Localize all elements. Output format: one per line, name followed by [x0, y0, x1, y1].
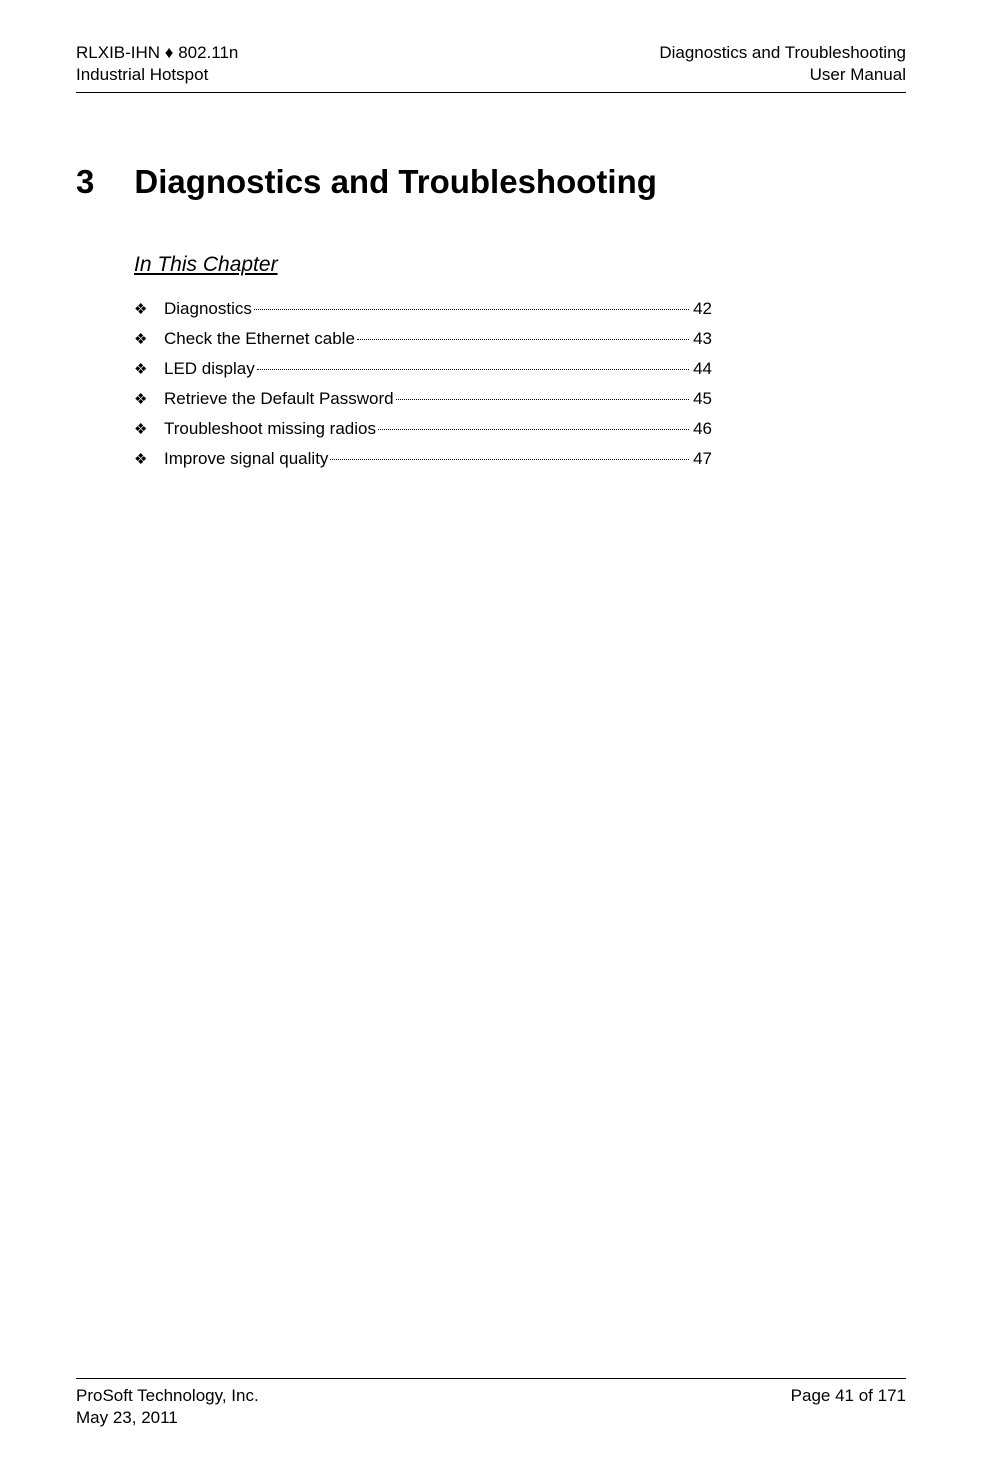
- header-right: Diagnostics and Troubleshooting User Man…: [659, 42, 906, 86]
- header-left-line1: RLXIB-IHN ♦ 802.11n: [76, 42, 238, 64]
- footer-row: ProSoft Technology, Inc. May 23, 2011 Pa…: [76, 1385, 906, 1429]
- toc-page: 46: [693, 419, 712, 439]
- header-divider: [76, 92, 906, 93]
- toc-page: 45: [693, 389, 712, 409]
- toc-label: Diagnostics: [164, 299, 252, 319]
- footer-divider: [76, 1378, 906, 1379]
- footer-left-line1: ProSoft Technology, Inc.: [76, 1385, 259, 1407]
- toc-item: ❖ Troubleshoot missing radios 46: [134, 419, 712, 439]
- header-right-line2: User Manual: [659, 64, 906, 86]
- toc-item: ❖ Diagnostics 42: [134, 299, 712, 319]
- footer-right: Page 41 of 171: [791, 1385, 906, 1429]
- bullet-icon: ❖: [134, 330, 164, 348]
- footer-left: ProSoft Technology, Inc. May 23, 2011: [76, 1385, 259, 1429]
- bullet-icon: ❖: [134, 300, 164, 318]
- header-left: RLXIB-IHN ♦ 802.11n Industrial Hotspot: [76, 42, 238, 86]
- in-this-chapter-heading: In This Chapter: [134, 253, 906, 277]
- bullet-icon: ❖: [134, 390, 164, 408]
- toc-item: ❖ Check the Ethernet cable 43: [134, 329, 712, 349]
- toc-page: 44: [693, 359, 712, 379]
- toc-page: 43: [693, 329, 712, 349]
- bullet-icon: ❖: [134, 360, 164, 378]
- toc-item: ❖ LED display 44: [134, 359, 712, 379]
- chapter-title: Diagnostics and Troubleshooting: [134, 163, 657, 200]
- toc-dots: [257, 368, 689, 370]
- toc-page: 42: [693, 299, 712, 319]
- toc-dots: [396, 398, 689, 400]
- toc-list: ❖ Diagnostics 42 ❖ Check the Ethernet ca…: [134, 299, 712, 469]
- toc-dots: [254, 308, 689, 310]
- chapter-number: 3: [76, 163, 94, 201]
- toc: ❖ Diagnostics 42 ❖ Check the Ethernet ca…: [134, 299, 712, 469]
- toc-item: ❖ Improve signal quality 47: [134, 449, 712, 469]
- toc-label: Troubleshoot missing radios: [164, 419, 376, 439]
- chapter-heading: 3 Diagnostics and Troubleshooting: [76, 163, 906, 201]
- page: RLXIB-IHN ♦ 802.11n Industrial Hotspot D…: [0, 0, 982, 1469]
- header-right-line1: Diagnostics and Troubleshooting: [659, 42, 906, 64]
- toc-label: Check the Ethernet cable: [164, 329, 355, 349]
- toc-label: Retrieve the Default Password: [164, 389, 394, 409]
- toc-dots: [330, 458, 689, 460]
- bullet-icon: ❖: [134, 420, 164, 438]
- toc-dots: [378, 428, 689, 430]
- bullet-icon: ❖: [134, 450, 164, 468]
- chapter-body: In This Chapter ❖ Diagnostics 42 ❖ Check…: [134, 253, 906, 469]
- page-footer: ProSoft Technology, Inc. May 23, 2011 Pa…: [76, 1378, 906, 1429]
- page-header: RLXIB-IHN ♦ 802.11n Industrial Hotspot D…: [76, 42, 906, 86]
- header-left-line2: Industrial Hotspot: [76, 64, 238, 86]
- toc-dots: [357, 338, 689, 340]
- footer-right-line1: Page 41 of 171: [791, 1385, 906, 1407]
- toc-page: 47: [693, 449, 712, 469]
- toc-item: ❖ Retrieve the Default Password 45: [134, 389, 712, 409]
- toc-label: Improve signal quality: [164, 449, 328, 469]
- footer-left-line2: May 23, 2011: [76, 1407, 259, 1429]
- toc-label: LED display: [164, 359, 255, 379]
